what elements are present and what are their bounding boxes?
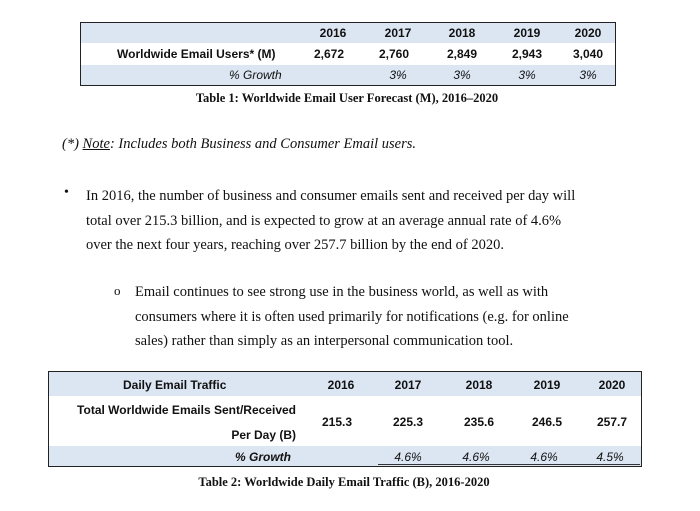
year-header: 2018 xyxy=(465,378,493,392)
growth-value: 4.6% xyxy=(394,450,422,464)
year-header: 2018 xyxy=(448,26,476,40)
year-header: 2020 xyxy=(598,378,626,392)
year-header: 2020 xyxy=(574,26,602,40)
growth-value: 4.6% xyxy=(462,450,490,464)
growth-row-label: % Growth xyxy=(235,450,291,464)
year-header: 2019 xyxy=(533,378,561,392)
table-growth-band xyxy=(81,65,615,85)
table-header-band xyxy=(49,372,641,396)
bullet2-line: sales) rather than simply as an interper… xyxy=(135,333,514,349)
traffic-row-label-line1: Total Worldwide Emails Sent/Received xyxy=(77,403,296,417)
year-header: 2017 xyxy=(394,378,422,392)
table-growth-band xyxy=(49,446,641,466)
bullet2-paragraph: Email continues to see strong use in the… xyxy=(135,280,569,354)
growth-value: 3% xyxy=(453,68,471,82)
users-value: 2,849 xyxy=(446,47,478,61)
table2-caption: Table 2: Worldwide Daily Email Traffic (… xyxy=(198,475,490,489)
traffic-header-label: Daily Email Traffic xyxy=(123,378,227,392)
users-value: 3,040 xyxy=(572,47,604,61)
bullet2-line: consumers where it is often used primari… xyxy=(135,308,569,325)
table1-caption: Table 1: Worldwide Email User Forecast (… xyxy=(195,91,499,105)
year-header: 2016 xyxy=(327,378,355,392)
traffic-row-label-line2: Per Day (B) xyxy=(231,428,296,442)
traffic-value: 235.6 xyxy=(463,415,495,429)
traffic-value: 215.3 xyxy=(321,415,353,429)
traffic-value: 225.3 xyxy=(392,415,424,429)
growth-value: 4.5% xyxy=(596,450,624,464)
users-value: 2,760 xyxy=(378,47,410,61)
users-value: 2,672 xyxy=(313,47,345,61)
users-value: 2,943 xyxy=(511,47,543,61)
daily-traffic-table: Daily Email Traffic 2016 2017 2018 2019 … xyxy=(48,371,642,467)
growth-underline xyxy=(378,464,640,465)
note-body: : Includes both Business and Consumer Em… xyxy=(109,136,417,152)
traffic-value: 257.7 xyxy=(596,415,628,429)
table-header-band xyxy=(81,23,615,43)
bullet1-line: In 2016, the number of business and cons… xyxy=(86,188,576,204)
bullet2-line: Email continues to see strong use in the… xyxy=(135,284,549,300)
year-header: 2016 xyxy=(319,26,347,40)
bullet1-line: over the next four years, reaching over … xyxy=(86,237,504,253)
growth-value: 3% xyxy=(518,68,536,82)
growth-row-label: % Growth xyxy=(229,68,282,82)
traffic-value: 246.5 xyxy=(531,415,563,429)
email-users-table: 2016 2017 2018 2019 2020 Worldwide Email… xyxy=(80,22,616,86)
bullet1-paragraph: In 2016, the number of business and cons… xyxy=(86,184,575,258)
growth-value: 3% xyxy=(579,68,597,82)
users-row-label: Worldwide Email Users* (M) xyxy=(117,47,276,61)
year-header: 2017 xyxy=(384,26,412,40)
note-label: Note xyxy=(82,136,110,152)
note-text: (*) Note: Includes both Business and Con… xyxy=(62,136,416,153)
growth-value: 4.6% xyxy=(530,450,558,464)
bullet-dot-icon: • xyxy=(64,185,69,200)
year-header: 2019 xyxy=(513,26,541,40)
bullet1-line: total over 215.3 billion, and is expecte… xyxy=(86,212,562,229)
growth-value: 3% xyxy=(389,68,407,82)
circle-bullet-icon: o xyxy=(114,283,121,298)
note-prefix: (*) xyxy=(62,136,83,152)
